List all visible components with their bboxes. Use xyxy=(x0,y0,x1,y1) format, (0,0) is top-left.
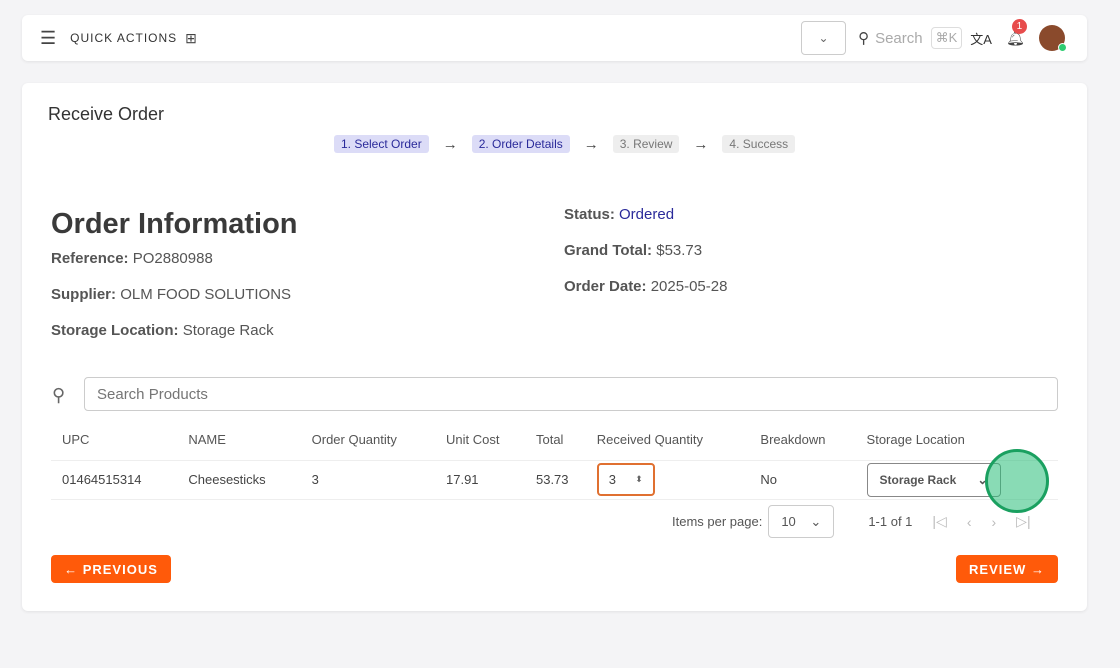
col-order-quantity: Order Quantity xyxy=(300,420,435,461)
col-unit-cost: Unit Cost xyxy=(435,420,525,461)
cell-unit-cost: 17.91 xyxy=(435,460,525,500)
order-date-field: Order Date: 2025-05-28 xyxy=(564,278,728,295)
search-products-input[interactable] xyxy=(84,377,1058,411)
cell-order-qty: 3 xyxy=(300,460,435,500)
items-per-page-label: Items per page: xyxy=(672,514,763,529)
products-table: UPC NAME Order Quantity Unit Cost Total … xyxy=(51,420,1058,500)
storage-location-select[interactable]: Storage Rack ⌄ xyxy=(866,462,1001,497)
status-field: Status: Ordered xyxy=(564,206,675,223)
step-order-details: 2. Order Details xyxy=(471,135,570,153)
supplier-field: Supplier: OLM FOOD SOLUTIONS xyxy=(51,286,292,303)
stepper-arrows-icon[interactable]: ⬍ xyxy=(635,474,643,484)
cell-total: 53.73 xyxy=(524,460,586,500)
review-button[interactable]: REVIEW → xyxy=(956,555,1058,583)
step-success: 4. Success xyxy=(722,135,796,153)
next-page-icon[interactable]: › xyxy=(991,513,997,530)
menu-icon[interactable]: ☰ xyxy=(40,27,57,48)
prev-page-icon[interactable]: ‹ xyxy=(966,513,972,530)
cell-breakdown: No xyxy=(749,460,856,500)
step-review: 3. Review xyxy=(612,135,680,153)
grid-add-icon[interactable]: ⊞ xyxy=(185,29,197,46)
col-upc: UPC xyxy=(51,420,178,461)
arrow-right-icon: → xyxy=(693,135,709,153)
col-name: NAME xyxy=(177,420,301,461)
last-page-icon[interactable]: ▷| xyxy=(1016,513,1031,529)
chevron-down-icon: ⌄ xyxy=(977,472,988,487)
storage-field: Storage Location: Storage Rack xyxy=(51,322,274,339)
shortcut-hint: ⌘K xyxy=(930,27,963,49)
search-icon: ⚲ xyxy=(52,385,66,405)
avatar[interactable] xyxy=(1039,25,1067,52)
table-header: UPC NAME Order Quantity Unit Cost Total … xyxy=(51,420,1058,461)
page-range: 1-1 of 1 xyxy=(868,514,913,529)
col-received-quantity: Received Quantity xyxy=(585,420,750,461)
col-breakdown: Breakdown xyxy=(749,420,856,461)
search-icon: ⚲ xyxy=(858,30,870,47)
step-select-order: 1. Select Order xyxy=(334,135,429,153)
search-label: Search xyxy=(875,29,923,47)
stepper: 1. Select Order → 2. Order Details → 3. … xyxy=(334,135,796,153)
received-quantity-input[interactable]: 3 ⬍ xyxy=(596,463,655,496)
arrow-right-icon: → xyxy=(583,135,599,153)
reference-field: Reference: PO2880988 xyxy=(51,250,213,267)
page-title: Receive Order xyxy=(48,104,165,124)
col-storage-location: Storage Location xyxy=(855,420,1058,461)
grand-total-field: Grand Total: $53.73 xyxy=(564,242,703,259)
chevron-down-icon: ⌄ xyxy=(810,513,822,529)
col-total: Total xyxy=(524,420,586,461)
cell-name: Cheesesticks xyxy=(177,460,301,500)
quick-actions-label[interactable]: QUICK ACTIONS xyxy=(70,31,178,45)
items-per-page-select[interactable]: 10 ⌄ xyxy=(768,505,835,538)
cell-upc: 01464515314 xyxy=(51,460,178,500)
context-select[interactable]: ⌄ xyxy=(801,21,847,55)
receive-order-card: Receive Order 1. Select Order → 2. Order… xyxy=(22,83,1087,611)
top-bar: ☰ QUICK ACTIONS ⊞ ⌄ ⚲ Search ⌘K 文A 🔔︎ 1 xyxy=(22,15,1087,61)
chevron-down-icon: ⌄ xyxy=(818,31,829,45)
bell-icon[interactable]: 🔔︎ 1 xyxy=(1005,19,1027,47)
arrow-right-icon: → xyxy=(442,135,458,153)
order-info-heading: Order Information xyxy=(51,208,298,240)
translate-icon[interactable]: 文A xyxy=(970,31,992,47)
previous-button[interactable]: ← PREVIOUS xyxy=(51,555,171,583)
paginator: Items per page: 10 ⌄ 1-1 of 1 |◁ ‹ › ▷| xyxy=(672,505,1031,538)
search-button[interactable]: ⚲ Search ⌘K xyxy=(858,27,963,49)
first-page-icon[interactable]: |◁ xyxy=(932,513,947,529)
table-row: 01464515314 Cheesesticks 3 17.91 53.73 3… xyxy=(51,460,1058,500)
notification-badge: 1 xyxy=(1011,19,1027,34)
